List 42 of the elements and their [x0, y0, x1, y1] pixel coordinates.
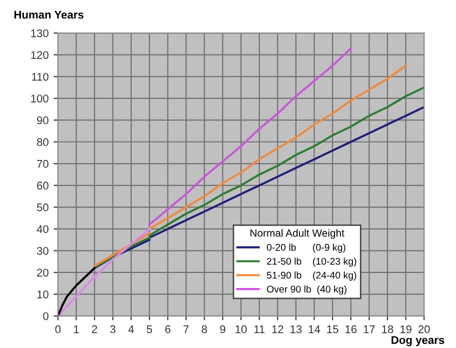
x-tick-label: 12	[272, 325, 284, 334]
x-tick-label: 5	[146, 325, 152, 334]
x-tick-label: 9	[220, 325, 226, 334]
y-tick-label: 20	[37, 268, 48, 277]
y-tick-label: 0	[43, 312, 48, 320]
legend-label: 0-20 lb (0-9 kg)	[266, 244, 346, 253]
x-tick-label: 7	[184, 325, 189, 334]
x-tick-label: 20	[418, 325, 430, 334]
x-tick-label: 14	[308, 325, 320, 334]
legend-title: Normal Adult Weight	[250, 229, 344, 239]
y-tick-label: 40	[36, 225, 48, 234]
y-tick-label: 100	[31, 94, 48, 102]
x-tick-label: 6	[165, 325, 170, 334]
x-tick-label: 8	[202, 325, 207, 334]
legend-label: Over 90 lb (40 kg)	[266, 285, 346, 294]
x-tick-label: 0	[55, 325, 61, 334]
x-tick-label: 1	[74, 325, 79, 334]
x-tick-label: 4	[128, 325, 134, 334]
y-tick-label: 80	[37, 138, 48, 146]
x-tick-label: 3	[110, 325, 116, 334]
x-axis-title: Dog years	[392, 336, 444, 346]
y-tick-label: 10	[37, 290, 48, 298]
x-tick-label: 15	[327, 325, 338, 334]
x-tick-label: 10	[236, 325, 247, 334]
x-tick-label: 13	[290, 325, 302, 334]
y-tick-label: 130	[31, 29, 48, 38]
x-tick-label: 2	[92, 325, 98, 334]
y-tick-label: 50	[36, 203, 48, 212]
x-tick-label: 11	[254, 325, 265, 334]
y-tick-label: 70	[37, 160, 48, 168]
x-tick-label: 19	[400, 325, 412, 334]
legend-label: 21-50 lb (10-23 kg)	[266, 258, 356, 267]
y-tick-label: 90	[37, 116, 48, 124]
x-tick-label: 16	[346, 325, 357, 334]
y-tick-label: 30	[36, 246, 48, 255]
legend-label: 51-90 lb (24-40 kg)	[266, 272, 356, 281]
x-tick-label: 17	[364, 325, 375, 334]
y-tick-label: 60	[37, 182, 48, 190]
y-axis-title: Human Years	[14, 10, 84, 19]
y-tick-label: 120	[31, 51, 48, 59]
y-tick-label: 110	[32, 72, 48, 81]
x-tick-label: 18	[382, 325, 394, 334]
